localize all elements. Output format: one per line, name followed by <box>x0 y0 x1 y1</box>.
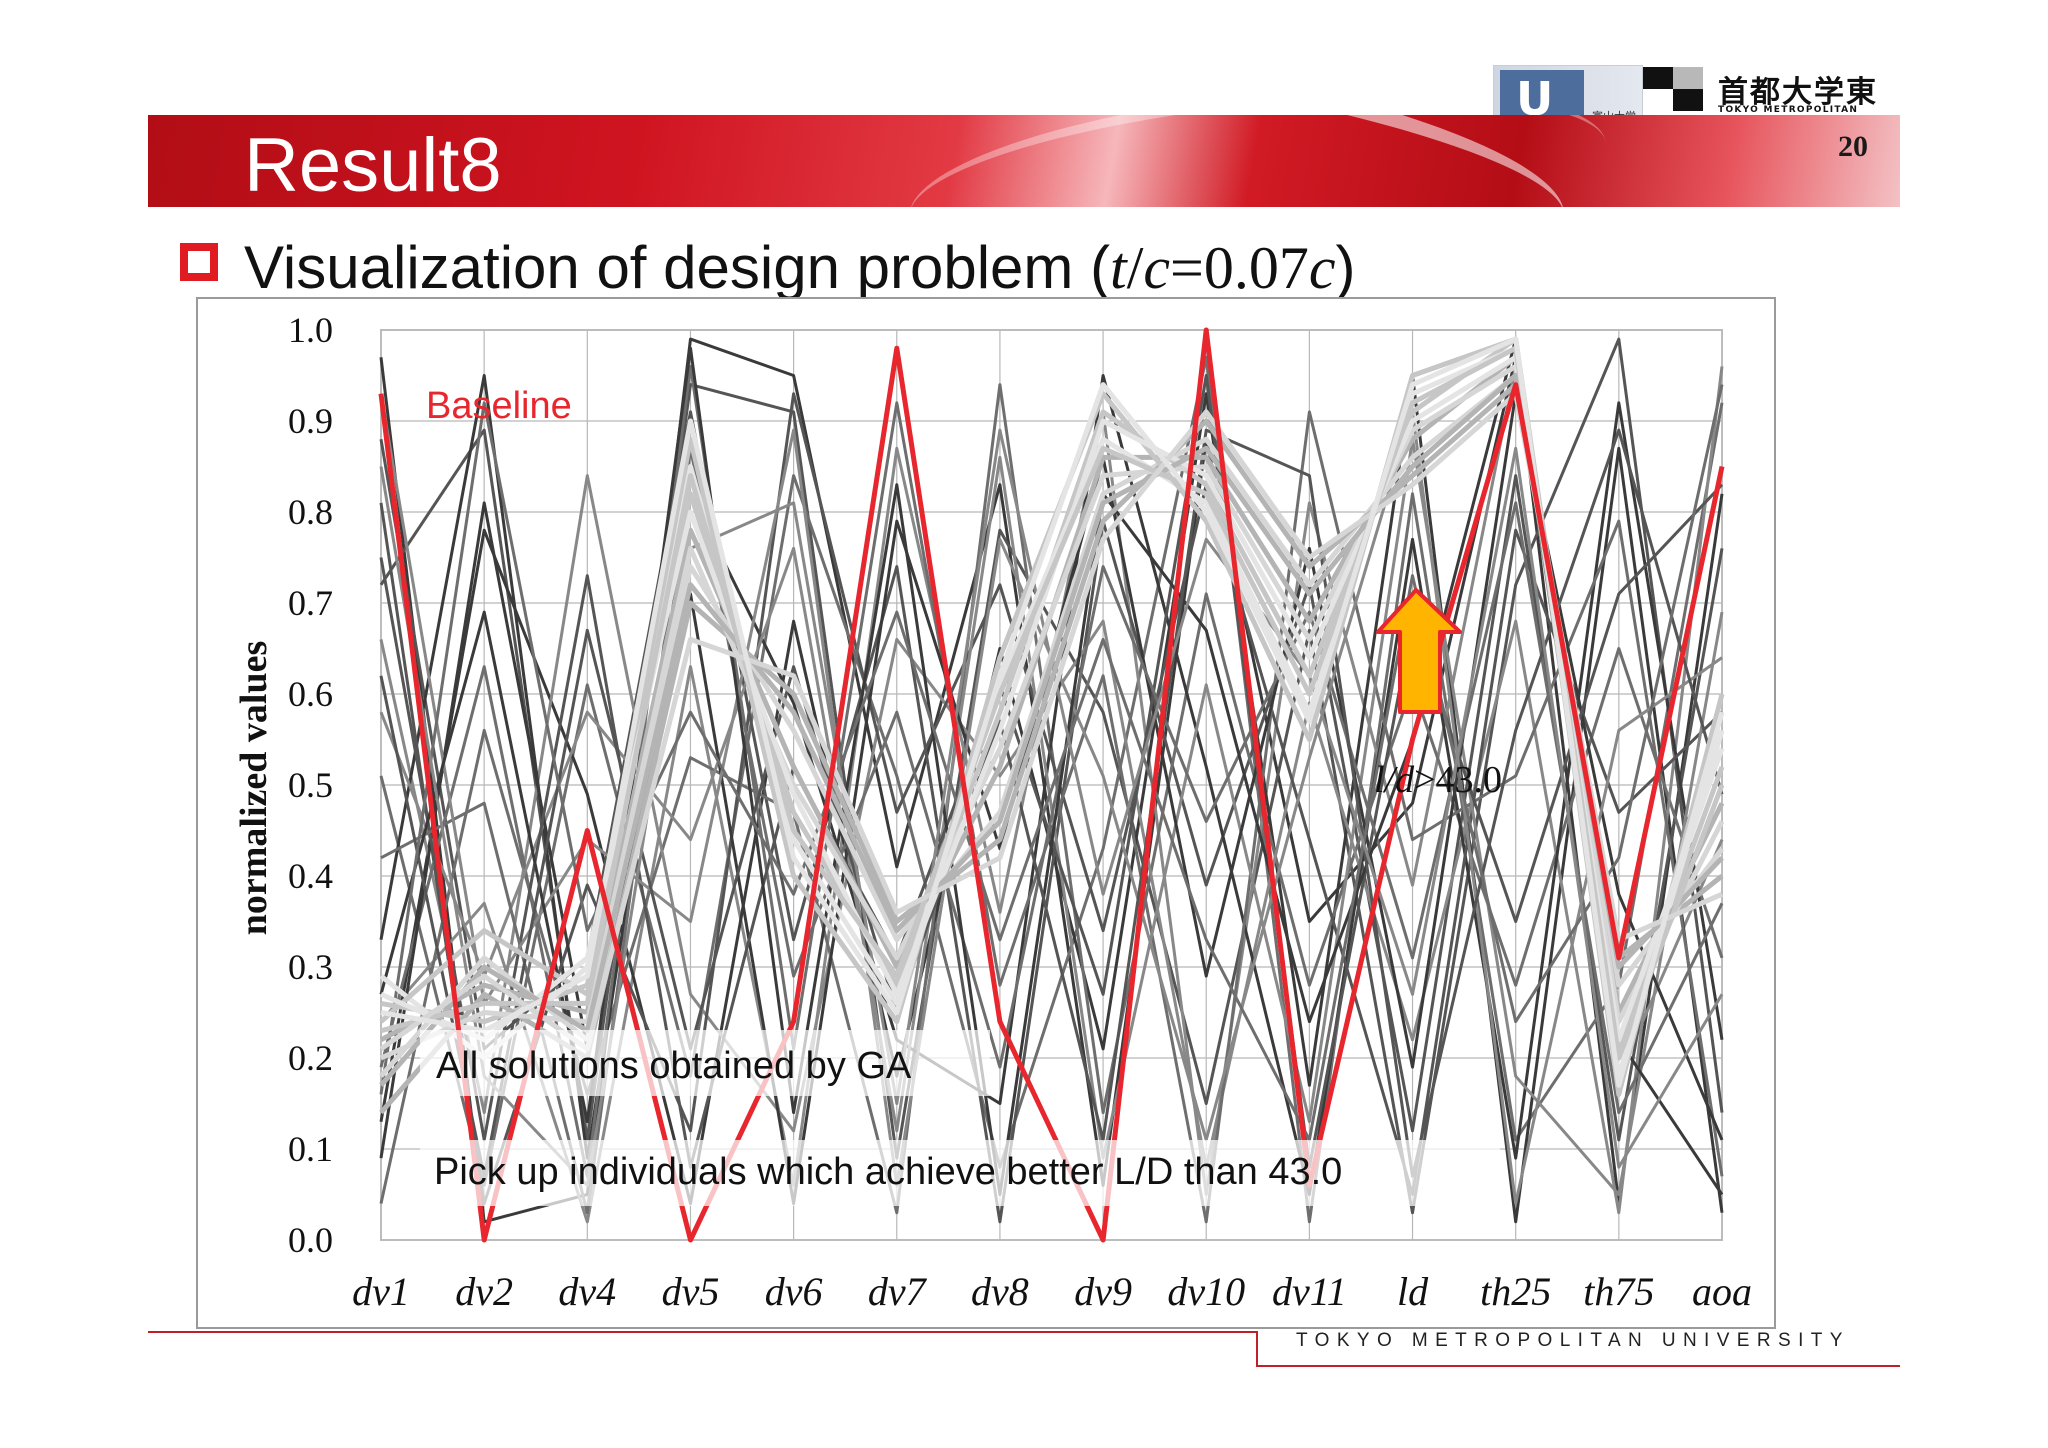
y-tick-label: 0.7 <box>288 583 333 623</box>
x-tick-label: dv4 <box>558 1269 616 1314</box>
y-axis-label: normalized values <box>233 641 275 935</box>
y-tick-label: 0.5 <box>288 765 333 805</box>
picked-solution-line <box>380 345 1725 1061</box>
y-tick-label: 0.1 <box>288 1129 333 1169</box>
y-tick-label: 0.9 <box>288 401 333 441</box>
picked-solution-line <box>379 391 1724 1052</box>
footer-rule-step <box>1256 1331 1258 1367</box>
slide-subtitle: Visualization of design problem (t/c=0.0… <box>244 234 1356 301</box>
subtitle-text: Visualization of design problem ( <box>244 234 1111 301</box>
x-tick-label: dv2 <box>455 1269 513 1314</box>
x-tick-label: th75 <box>1583 1269 1654 1314</box>
x-tick-label: th25 <box>1480 1269 1551 1314</box>
x-tick-label: dv9 <box>1074 1269 1132 1314</box>
y-tick-label: 0.3 <box>288 947 333 987</box>
y-tick-label: 0.8 <box>288 492 333 532</box>
up-arrow-icon <box>1376 588 1462 714</box>
ga-solutions-label: All solutions obtained by GA <box>436 1045 912 1087</box>
picked-solution-line <box>380 336 1725 1088</box>
tmu-checker-icon <box>1643 67 1711 117</box>
baseline-label: Baseline <box>426 385 572 427</box>
picked-solution-line <box>379 363 1725 1061</box>
subtitle-math: t/c=0.07c <box>1110 235 1336 301</box>
x-tick-label: dv10 <box>1167 1269 1245 1314</box>
y-tick-label: 1.0 <box>288 310 333 350</box>
y-tick-label: 0.6 <box>288 674 333 714</box>
footer-rule-right <box>1256 1365 1900 1367</box>
ga-solution-line <box>379 437 1724 1196</box>
footer-rule-left <box>148 1331 1256 1333</box>
ld-threshold-label: l/d>43.0 <box>1374 759 1502 801</box>
baseline-series <box>378 327 1725 1243</box>
x-tick-label: dv5 <box>662 1269 720 1314</box>
x-tick-label: dv6 <box>765 1269 823 1314</box>
x-tick-label: dv7 <box>868 1269 928 1314</box>
x-tick-label: dv1 <box>352 1269 410 1314</box>
title-band <box>148 115 1900 207</box>
baseline-line <box>378 327 1725 1243</box>
x-tick-label: ld <box>1397 1269 1429 1314</box>
picked-solution-line <box>379 373 1724 1087</box>
axis-layer: 1.0 0.9 0.8 0.7 0.6 0.5 0.4 0.3 0.2 0.1 0.0 dv1 dv2 d… <box>233 310 1752 1314</box>
pick-up-label: Pick up individuals which achieve better… <box>434 1151 1342 1193</box>
ga-solution-line <box>379 355 1724 1224</box>
slide-title: Result8 <box>244 123 502 208</box>
y-tick-label: 0.0 <box>288 1220 333 1260</box>
bullet-square-icon <box>180 243 218 281</box>
y-tick-label: 0.2 <box>288 1038 333 1078</box>
y-tick-label: 0.4 <box>288 856 333 896</box>
x-tick-label: aoa <box>1692 1269 1752 1314</box>
ga-label-box <box>420 1030 990 1096</box>
label-boxes <box>420 1030 1500 1206</box>
x-tick-label: dv8 <box>971 1269 1029 1314</box>
footer-university-name: TOKYO METROPOLITAN UNIVERSITY <box>1296 1330 1850 1351</box>
annotation-layer: Baseline All solutions obtained by GA Pick… <box>426 385 1502 1193</box>
x-tick-label: dv11 <box>1272 1269 1347 1314</box>
slide-number: 20 <box>1838 130 1868 163</box>
ga-solution-line <box>379 428 1724 1178</box>
pick-label-box <box>420 1140 1500 1206</box>
